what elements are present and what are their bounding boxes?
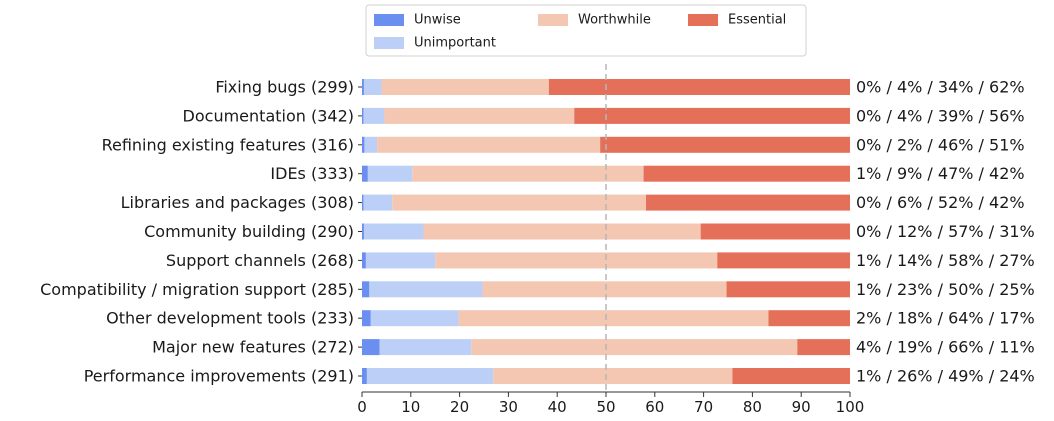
- legend-label-worthwhile: Worthwhile: [578, 13, 651, 28]
- bar-segment-unimportant-1: [363, 107, 385, 124]
- bar-segment-essential-10: [732, 368, 850, 384]
- bar-segment-unimportant-2: [364, 136, 378, 153]
- bar-segment-worthwhile-8: [458, 310, 769, 327]
- x-tick-label: 90: [792, 398, 811, 416]
- bar-segment-worthwhile-7: [482, 281, 727, 298]
- category-label: IDEs (333): [270, 164, 354, 183]
- category-label: Performance improvements (291): [84, 367, 354, 386]
- legend-label-unwise: Unwise: [414, 13, 461, 28]
- legend-swatch-unimportant: [374, 37, 404, 49]
- bar-segment-unimportant-9: [379, 339, 472, 356]
- bar-value-label: 2% / 18% / 64% / 17%: [856, 309, 1035, 328]
- bar-segment-worthwhile-6: [435, 252, 718, 269]
- bar-segment-worthwhile-4: [392, 194, 647, 211]
- category-label: Other development tools (233): [106, 309, 354, 328]
- bar-segment-unimportant-6: [365, 252, 436, 269]
- bar-segment-unimportant-10: [366, 368, 494, 384]
- bar-segment-unwise-5: [362, 223, 364, 240]
- bar-segment-unwise-6: [362, 252, 366, 269]
- bar-segment-unwise-2: [362, 136, 365, 153]
- category-label: Fixing bugs (299): [215, 78, 354, 97]
- bar-segment-unwise-3: [362, 165, 368, 182]
- x-tick-label: 60: [645, 398, 664, 416]
- bar-segment-essential-0: [548, 79, 850, 95]
- bar-segment-essential-1: [574, 107, 850, 124]
- legend-swatch-unwise: [374, 14, 404, 26]
- category-label: Major new features (272): [152, 338, 354, 357]
- bar-value-label: 0% / 4% / 39% / 56%: [856, 106, 1025, 125]
- bar-segment-unwise-4: [362, 194, 364, 211]
- x-tick-label: 80: [743, 398, 762, 416]
- category-label: Libraries and packages (308): [121, 193, 354, 212]
- bar-segment-worthwhile-10: [493, 368, 733, 384]
- bar-value-label: 0% / 2% / 46% / 51%: [856, 135, 1025, 154]
- bar-segment-unimportant-0: [363, 79, 382, 95]
- bar-segment-essential-9: [797, 339, 850, 356]
- bar-value-label: 1% / 23% / 50% / 25%: [856, 280, 1035, 299]
- category-label: Documentation (342): [183, 106, 354, 125]
- x-tick-label: 70: [694, 398, 713, 416]
- legend-swatch-essential: [688, 14, 718, 26]
- legend-label-unimportant: Unimportant: [414, 36, 496, 51]
- x-tick-label: 50: [596, 398, 615, 416]
- x-tick-label: 100: [836, 398, 865, 416]
- bar-value-label: 4% / 19% / 66% / 11%: [856, 338, 1035, 357]
- bar-segment-worthwhile-9: [471, 339, 798, 356]
- x-tick-label: 30: [499, 398, 518, 416]
- bar-value-label: 1% / 26% / 49% / 24%: [856, 367, 1035, 386]
- legend-swatch-worthwhile: [538, 14, 568, 26]
- bar-segment-worthwhile-0: [381, 79, 549, 95]
- category-label: Refining existing features (316): [102, 135, 354, 154]
- bar-value-label: 1% / 14% / 58% / 27%: [856, 251, 1035, 270]
- bar-segment-unimportant-3: [367, 165, 413, 182]
- bar-segment-essential-6: [717, 252, 850, 269]
- bar-segment-essential-7: [726, 281, 850, 298]
- category-label: Support channels (268): [166, 251, 354, 270]
- x-tick-label: 40: [548, 398, 567, 416]
- bar-segment-unwise-10: [362, 368, 367, 384]
- category-label: Compatibility / migration support (285): [40, 280, 354, 299]
- bar-value-label: 0% / 4% / 34% / 62%: [856, 78, 1025, 97]
- legend-label-essential: Essential: [728, 13, 786, 28]
- bar-segment-essential-2: [600, 136, 850, 153]
- bar-segment-worthwhile-5: [423, 223, 701, 240]
- bar-segment-unimportant-4: [363, 194, 393, 211]
- bar-segment-unwise-9: [362, 339, 380, 356]
- category-label: Community building (290): [144, 222, 354, 241]
- bar-segment-unimportant-8: [370, 310, 459, 327]
- bar-segment-unwise-7: [362, 281, 370, 298]
- bar-segment-unimportant-5: [363, 223, 424, 240]
- bar-segment-unwise-1: [362, 107, 364, 124]
- bar-segment-worthwhile-3: [412, 165, 644, 182]
- bar-segment-essential-8: [768, 310, 850, 327]
- bar-segment-essential-5: [700, 223, 850, 240]
- bar-value-label: 1% / 9% / 47% / 42%: [856, 164, 1025, 183]
- bar-value-label: 0% / 6% / 52% / 42%: [856, 193, 1025, 212]
- x-tick-label: 20: [450, 398, 469, 416]
- bar-segment-essential-4: [646, 194, 850, 211]
- bar-segment-worthwhile-2: [377, 136, 601, 153]
- bar-segment-unwise-8: [362, 310, 371, 327]
- bar-segment-essential-3: [643, 165, 850, 182]
- bar-value-label: 0% / 12% / 57% / 31%: [856, 222, 1035, 241]
- x-tick-label: 0: [357, 398, 367, 416]
- bar-segment-unwise-0: [362, 79, 364, 95]
- bar-segment-worthwhile-1: [384, 107, 575, 124]
- x-tick-label: 10: [401, 398, 420, 416]
- bar-segment-unimportant-7: [369, 281, 483, 298]
